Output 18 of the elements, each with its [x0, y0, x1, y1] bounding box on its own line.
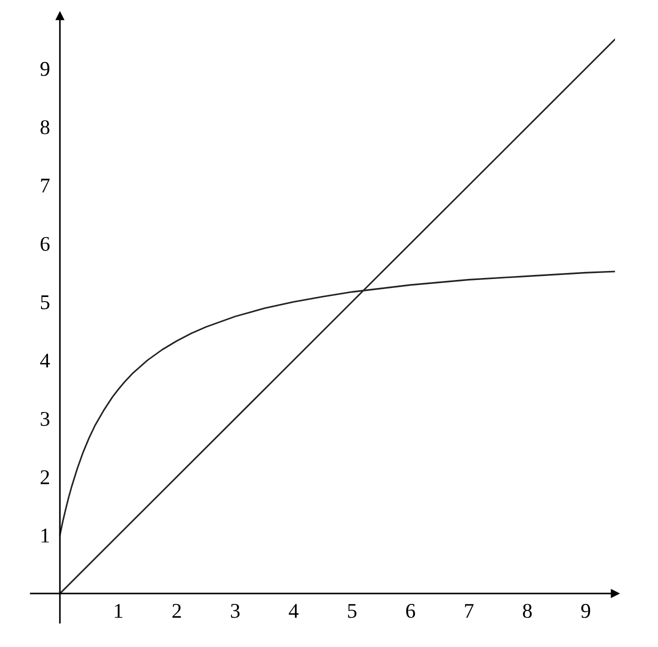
- y-tick-label: 7: [41, 178, 50, 192]
- x-tick-label: 4: [288, 604, 299, 618]
- x-tick-label: 3: [230, 604, 240, 618]
- y-tick-label: 2: [40, 470, 50, 484]
- x-tick-label: 8: [522, 604, 532, 618]
- x-tick-label: 9: [581, 604, 590, 618]
- x-tick-label: 1: [114, 604, 122, 618]
- x-tick-label: 2: [172, 604, 181, 618]
- y-tick-label: 9: [40, 62, 50, 76]
- y-tick-label: 6: [40, 236, 50, 251]
- y-tick-label: 3: [40, 412, 50, 426]
- x-tick-label: 5: [348, 604, 356, 618]
- x-tick-label: 6: [406, 604, 416, 618]
- y-tick-label: 5: [40, 295, 50, 310]
- y-tick-label: 1: [42, 528, 49, 542]
- x-tick-label: 7: [465, 604, 474, 618]
- y-tick-label: 4: [40, 354, 50, 368]
- y-tick-label: 8: [40, 120, 50, 134]
